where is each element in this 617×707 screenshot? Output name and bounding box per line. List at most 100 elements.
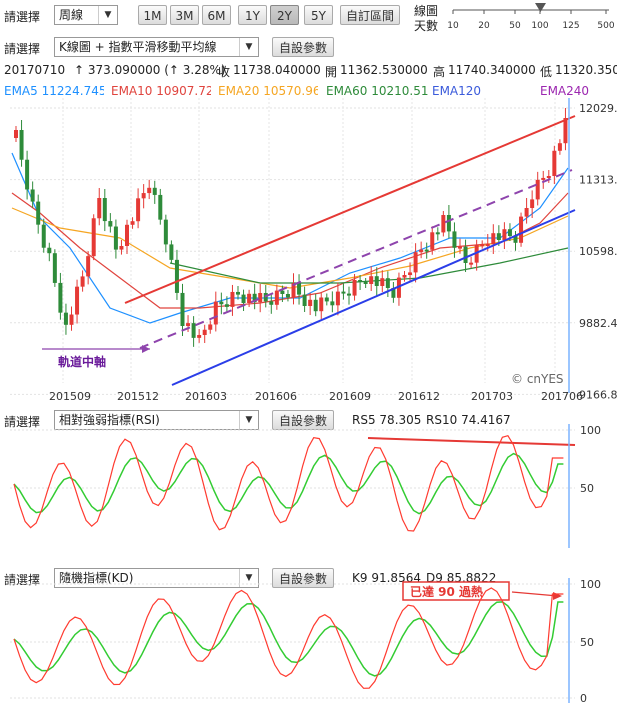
candle-body	[330, 301, 335, 306]
slider-tick-label: 500	[597, 21, 614, 31]
x-tick-label: 201706	[541, 390, 583, 403]
candle-body	[502, 229, 507, 240]
price-chart[interactable]: 12029.411313.810598.19882.489166.818451.…	[0, 98, 617, 408]
candle-body	[380, 278, 385, 286]
indicator-value: K線圖 + 指數平滑移動平均線	[59, 40, 217, 54]
candle-body	[108, 221, 113, 227]
indicator-select-label: 請選擇	[4, 42, 41, 56]
range-button-5y[interactable]: 5Y	[304, 5, 333, 25]
kd-indicator-value: 隨機指標(KD)	[59, 571, 134, 585]
kd-k-line	[13, 587, 564, 689]
candle-body	[274, 290, 279, 305]
rs5-readout: RS5 78.305	[352, 413, 422, 427]
candle-body	[63, 312, 68, 325]
watermark: © cnYES	[511, 372, 564, 386]
custom-range-button[interactable]: 自訂區間	[340, 5, 400, 25]
candle-body	[258, 293, 263, 303]
candle-body	[158, 194, 163, 220]
slider-tick-label: 10	[447, 21, 459, 31]
candle-body	[147, 187, 152, 194]
rsi-settings-button[interactable]: 自設參數	[272, 410, 334, 430]
candle-body	[396, 277, 401, 298]
quote-change: ↑ 373.090000 (↑ 3.28%)	[74, 63, 226, 77]
candle-body	[247, 293, 252, 303]
candle-body	[14, 130, 18, 138]
candle-body	[408, 272, 413, 275]
candle-body	[36, 201, 41, 225]
candle-body	[75, 286, 80, 315]
candle-body	[41, 224, 46, 248]
candle-body	[541, 177, 546, 180]
upper-trendline	[124, 115, 576, 304]
candle-body	[174, 259, 179, 293]
range-button-3m[interactable]: 3M	[170, 5, 199, 25]
candle-body	[141, 193, 146, 199]
candle-body	[430, 232, 435, 250]
candle-body	[125, 224, 129, 246]
ema10-legend: EMA10 10907.724	[111, 84, 211, 98]
period-value: 周線	[59, 8, 84, 22]
range-button-1y[interactable]: 1Y	[238, 5, 267, 25]
chevron-down-icon: ▼	[239, 569, 258, 587]
candle-body	[86, 256, 91, 277]
days-slider[interactable]: 10 20 50 100 125 500	[446, 0, 617, 34]
arrow-head-icon	[142, 345, 150, 353]
candle-body	[369, 276, 374, 284]
candle-body	[385, 278, 390, 288]
candle-body	[236, 291, 240, 295]
candle-body	[552, 150, 557, 176]
kd-chart[interactable]: 100 50 0 已達 90 過熱	[0, 578, 617, 707]
candle-body	[113, 226, 118, 250]
kd-settings-button[interactable]: 自設參數	[272, 568, 334, 588]
ema240-legend: EMA240	[540, 84, 590, 98]
slider-handle[interactable]	[535, 3, 546, 12]
candle-body	[152, 187, 157, 195]
candle-body	[557, 143, 562, 151]
slider-tick-label: 20	[478, 21, 490, 31]
ema20-legend: EMA20 10570.961	[218, 84, 318, 98]
range-button-2y[interactable]: 2Y	[270, 5, 299, 25]
candle-body	[485, 244, 490, 246]
candle-body	[69, 314, 74, 325]
rsi-chart[interactable]: 100 50	[0, 424, 617, 550]
candle-body	[524, 208, 529, 217]
rsi-select[interactable]: 相對強弱指標(RSI) ▼	[54, 410, 259, 430]
slider-tick-label: 100	[531, 21, 548, 31]
candle-body	[80, 276, 85, 287]
indicator-select[interactable]: K線圖 + 指數平滑移動平均線 ▼	[54, 37, 259, 57]
candle-body	[413, 252, 418, 273]
candle-body	[419, 249, 424, 253]
candle-body	[519, 216, 524, 243]
candle-body	[52, 253, 57, 283]
y-tick-label: 50	[580, 636, 594, 649]
candle-body	[19, 130, 24, 160]
candle-body	[324, 297, 329, 302]
candle-body	[463, 246, 468, 263]
candle-body	[169, 244, 174, 260]
settings-button[interactable]: 自設參數	[272, 37, 334, 57]
candle-body	[402, 275, 407, 278]
candle-body	[335, 291, 340, 306]
x-tick-label: 201609	[329, 390, 371, 403]
candle-body	[180, 292, 185, 326]
range-button-6m[interactable]: 6M	[202, 5, 231, 25]
candle-body	[30, 189, 35, 202]
kd-select[interactable]: 隨機指標(KD) ▼	[54, 568, 259, 588]
range-button-1m[interactable]: 1M	[138, 5, 167, 25]
x-tick-label: 201612	[398, 390, 440, 403]
high-value: 11740.340000	[448, 63, 536, 77]
period-select[interactable]: 周線 ▼	[54, 5, 118, 25]
candle-body	[213, 301, 218, 325]
candle-body	[363, 282, 368, 284]
track-center-label: 軌道中軸	[58, 354, 106, 369]
chevron-down-icon: ▼	[98, 6, 117, 24]
candle-body	[186, 323, 191, 326]
candle-body	[47, 247, 52, 254]
candle-body	[341, 291, 346, 294]
low-label: 低	[540, 65, 553, 79]
close-label: 收	[218, 65, 231, 79]
y-tick-label: 11313.8	[579, 174, 617, 187]
candle-body	[297, 283, 302, 295]
candle-body	[130, 221, 135, 225]
close-value: 11738.040000	[233, 63, 321, 77]
